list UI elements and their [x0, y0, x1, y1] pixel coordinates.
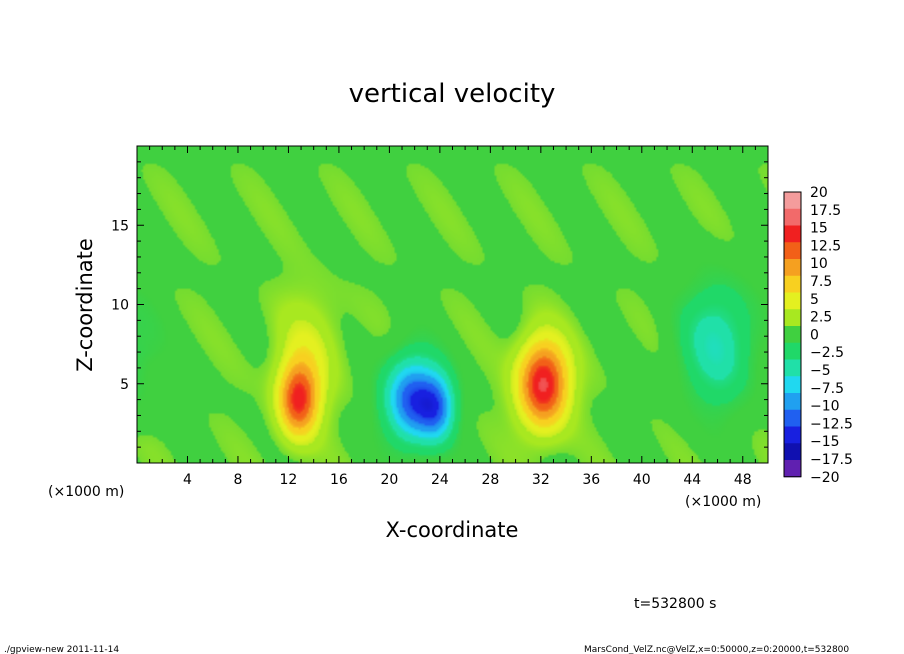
colorbar-swatch	[784, 309, 801, 327]
colorbar-label: 15	[810, 221, 828, 237]
y-axis-label: Z-coordinate	[73, 238, 97, 372]
x-axis-label: X-coordinate	[386, 518, 519, 542]
colorbar-swatch	[784, 326, 801, 344]
x-tick-label: 32	[532, 472, 550, 488]
colorbar-label: −10	[810, 399, 840, 415]
colorbar-label: −7.5	[810, 381, 844, 397]
time-stamp: t=532800 s	[634, 596, 716, 612]
colorbar-label: 2.5	[810, 310, 832, 326]
colorbar-label: −20	[810, 470, 840, 486]
x-tick-label: 8	[233, 472, 242, 488]
colorbar-label: −17.5	[810, 452, 853, 468]
program-info: ./gpview-new 2011-11-14	[4, 645, 119, 654]
colorbar-label: −12.5	[810, 416, 853, 432]
chart-title: vertical velocity	[349, 79, 556, 109]
y-tick-label: 5	[120, 377, 129, 393]
y-tick-label: 10	[111, 298, 129, 314]
colorbar-label: 17.5	[810, 203, 841, 219]
x-tick-label: 24	[431, 472, 449, 488]
colorbar-frame	[783, 191, 802, 478]
x-tick-label: 4	[183, 472, 192, 488]
x-tick-label: 20	[380, 472, 398, 488]
colorbar-swatch	[784, 259, 801, 277]
colorbar-swatch	[784, 359, 801, 377]
plot-area	[136, 145, 769, 464]
colorbar-swatch	[784, 208, 801, 226]
x-tick-label: 28	[481, 472, 499, 488]
x-unit-right: (×1000 m)	[685, 494, 761, 510]
colorbar-label: 20	[810, 185, 828, 201]
x-tick-label: 12	[280, 472, 298, 488]
heatmap-field	[137, 146, 768, 463]
x-unit-left: (×1000 m)	[48, 484, 124, 500]
colorbar-label: 12.5	[810, 238, 841, 254]
colorbar-swatch	[784, 275, 801, 293]
colorbar-swatch	[784, 393, 801, 411]
colorbar-swatch	[784, 225, 801, 243]
source-info: MarsCond_VelZ.nc@VelZ,x=0:50000,z=0:2000…	[584, 645, 849, 654]
colorbar-label: −15	[810, 434, 840, 450]
colorbar-swatch	[784, 242, 801, 260]
colorbar-label: 5	[810, 292, 819, 308]
colorbar-swatch	[784, 376, 801, 394]
colorbar-swatch	[784, 409, 801, 427]
x-tick-label: 48	[734, 472, 752, 488]
colorbar-label: 10	[810, 256, 828, 272]
colorbar-swatch	[784, 342, 801, 360]
colorbar-swatch	[784, 443, 801, 461]
x-tick-label: 40	[633, 472, 651, 488]
colorbar-swatch	[784, 426, 801, 444]
x-axis: 4 8 12 16 20 24 28 32 36 40 44 48	[149, 146, 756, 488]
colorbar-label: −2.5	[810, 345, 844, 361]
colorbar-label: 7.5	[810, 274, 832, 290]
colorbar-swatch	[784, 192, 801, 210]
y-tick-label: 15	[111, 218, 129, 234]
x-tick-label: 44	[683, 472, 701, 488]
colorbar-label: −5	[810, 363, 831, 379]
x-tick-label: 36	[582, 472, 600, 488]
colorbar-swatch	[784, 460, 801, 478]
colorbar-label: 0	[810, 327, 819, 343]
y-axis: 5 10 15	[111, 161, 768, 448]
colorbar-swatch	[784, 292, 801, 310]
x-tick-label: 16	[330, 472, 348, 488]
